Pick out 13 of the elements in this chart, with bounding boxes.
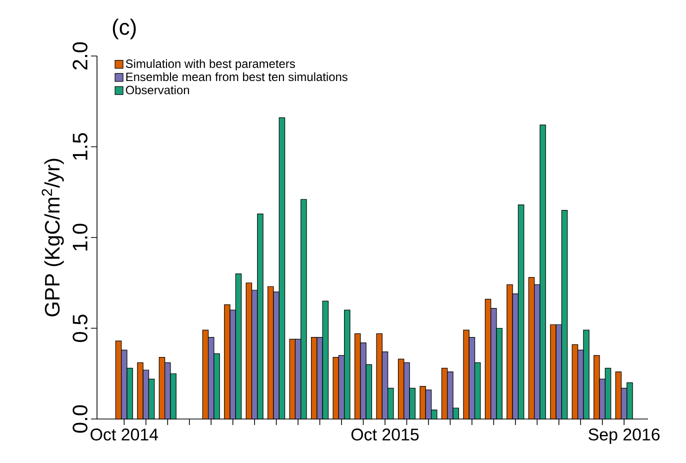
y-tick-label: 1.5 <box>72 133 88 160</box>
x-tick-label: Oct 2014 <box>90 428 158 441</box>
chart-title: (c) <box>112 18 136 40</box>
legend-label: Simulation with best parameters <box>126 59 295 70</box>
legend-label: Ensemble mean from best ten simulations <box>126 72 348 82</box>
y-axis-title: GPP (KgC/m$^{2}$/yr) <box>42 158 64 316</box>
y-tick-label: 0.0 <box>72 405 88 433</box>
x-tick-label: Sep 2016 <box>588 428 660 444</box>
y-tick-label: 1.0 <box>72 224 88 250</box>
x-tick-label: Oct 2015 <box>351 428 419 441</box>
legend-label: Observation <box>126 85 189 94</box>
y-tick-label: 2.0 <box>72 42 88 70</box>
y-tick-label: 0.5 <box>72 314 88 342</box>
